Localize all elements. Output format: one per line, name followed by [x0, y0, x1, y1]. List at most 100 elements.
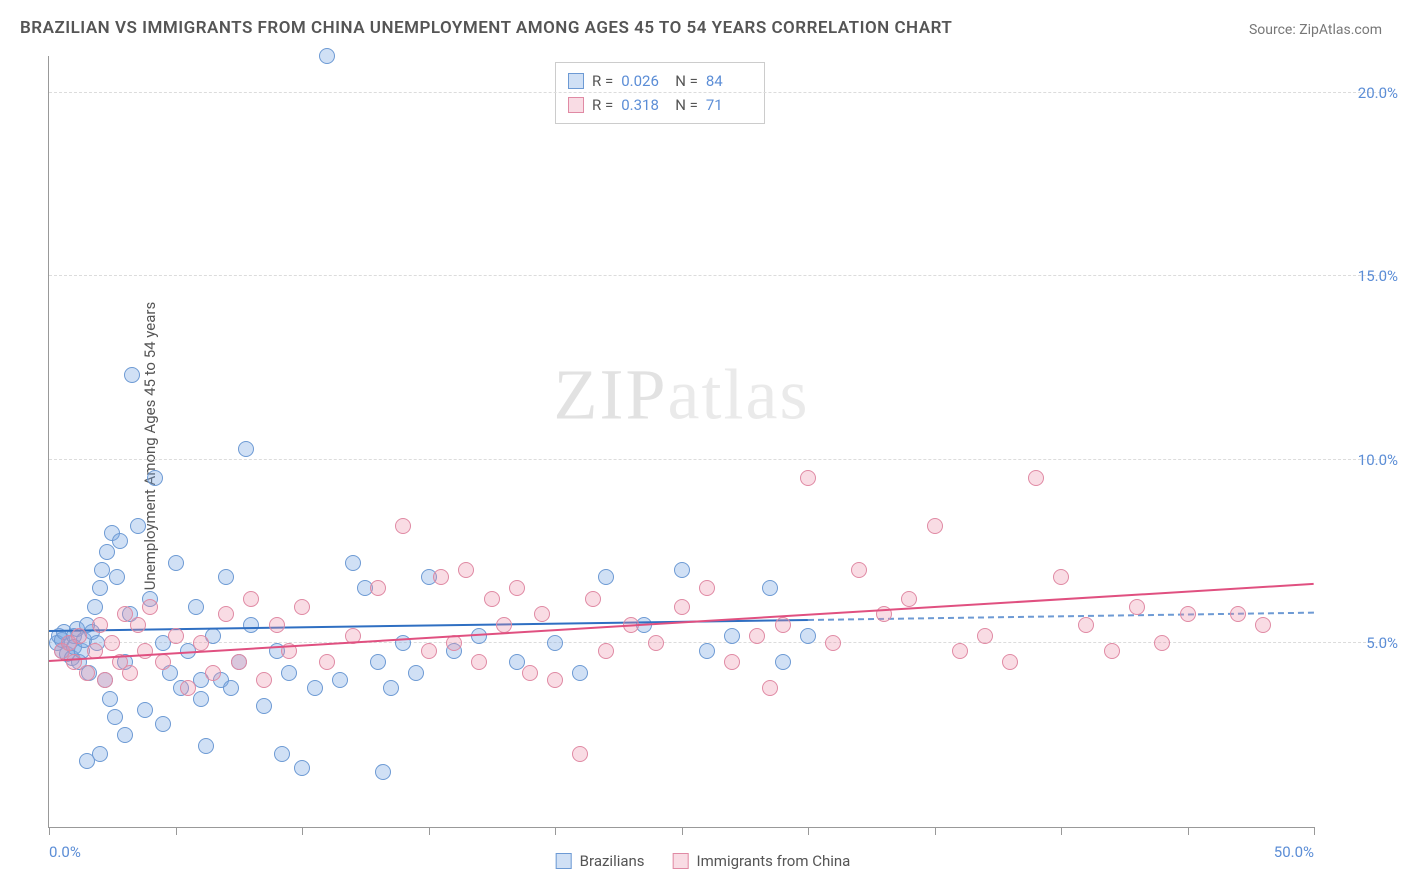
data-point: [193, 691, 209, 707]
data-point: [79, 665, 95, 681]
data-point: [122, 665, 138, 681]
data-point: [775, 654, 791, 670]
x-tick: [49, 827, 50, 835]
data-point: [137, 702, 153, 718]
data-point: [198, 738, 214, 754]
data-point: [243, 591, 259, 607]
data-point: [256, 672, 272, 688]
x-tick: [682, 827, 683, 835]
data-point: [724, 654, 740, 670]
data-point: [168, 555, 184, 571]
data-point: [749, 628, 765, 644]
r-label: R =: [592, 69, 613, 93]
data-point: [1002, 654, 1018, 670]
data-point: [274, 746, 290, 762]
data-point: [294, 760, 310, 776]
data-point: [155, 716, 171, 732]
data-point: [1230, 606, 1246, 622]
data-point: [124, 367, 140, 383]
data-point: [762, 680, 778, 696]
data-point: [130, 617, 146, 633]
data-point: [724, 628, 740, 644]
stats-row-brazilians: R = 0.026 N = 84: [568, 69, 752, 93]
data-point: [94, 562, 110, 578]
data-point: [104, 635, 120, 651]
legend-item-brazilians: Brazilians: [556, 852, 645, 870]
data-point: [699, 580, 715, 596]
data-point: [168, 628, 184, 644]
data-point: [572, 665, 588, 681]
data-point: [109, 569, 125, 585]
swatch-icon: [568, 73, 584, 89]
data-point: [383, 680, 399, 696]
watermark: ZIPatlas: [554, 354, 810, 437]
x-tick: [1314, 827, 1315, 835]
data-point: [375, 764, 391, 780]
y-tick-label: 5.0%: [1366, 634, 1398, 652]
data-point: [952, 643, 968, 659]
data-point: [496, 617, 512, 633]
gridline: [49, 92, 1386, 93]
data-point: [648, 635, 664, 651]
data-point: [112, 533, 128, 549]
y-tick-label: 10.0%: [1358, 451, 1398, 469]
data-point: [97, 672, 113, 688]
data-point: [825, 635, 841, 651]
data-point: [1028, 470, 1044, 486]
data-point: [408, 665, 424, 681]
data-point: [433, 569, 449, 585]
data-point: [1180, 606, 1196, 622]
y-tick-label: 15.0%: [1358, 267, 1398, 285]
data-point: [471, 654, 487, 670]
data-point: [307, 680, 323, 696]
data-point: [598, 569, 614, 585]
data-point: [1154, 635, 1170, 651]
data-point: [231, 654, 247, 670]
data-point: [218, 569, 234, 585]
chart-title: BRAZILIAN VS IMMIGRANTS FROM CHINA UNEMP…: [20, 18, 952, 38]
data-point: [130, 518, 146, 534]
x-tick: [1188, 827, 1189, 835]
data-point: [977, 628, 993, 644]
x-tick: [555, 827, 556, 835]
data-point: [193, 635, 209, 651]
n-label: N =: [675, 69, 698, 93]
data-point: [1255, 617, 1271, 633]
data-point: [522, 665, 538, 681]
data-point: [534, 606, 550, 622]
data-point: [92, 617, 108, 633]
data-point: [142, 599, 158, 615]
data-point: [572, 746, 588, 762]
data-point: [800, 628, 816, 644]
data-point: [370, 654, 386, 670]
data-point: [223, 680, 239, 696]
data-point: [102, 691, 118, 707]
data-point: [395, 518, 411, 534]
data-point: [87, 599, 103, 615]
data-point: [345, 555, 361, 571]
data-point: [281, 665, 297, 681]
swatch-icon: [673, 853, 689, 869]
data-point: [238, 441, 254, 457]
r-label: R =: [592, 93, 613, 117]
legend-label: Brazilians: [580, 852, 645, 870]
data-point: [332, 672, 348, 688]
scatter-plot-area: ZIPatlas R = 0.026 N = 84 R = 0.318 N = …: [48, 56, 1314, 828]
data-point: [1129, 599, 1145, 615]
legend: Brazilians Immigrants from China: [556, 852, 851, 870]
data-point: [901, 591, 917, 607]
data-point: [674, 599, 690, 615]
trend-line: [49, 583, 1314, 662]
data-point: [446, 635, 462, 651]
swatch-icon: [556, 853, 572, 869]
x-tick: [176, 827, 177, 835]
data-point: [458, 562, 474, 578]
data-point: [547, 672, 563, 688]
data-point: [1053, 569, 1069, 585]
data-point: [99, 544, 115, 560]
x-tick: [429, 827, 430, 835]
data-point: [927, 518, 943, 534]
y-tick-label: 20.0%: [1358, 84, 1398, 102]
legend-item-china: Immigrants from China: [673, 852, 851, 870]
data-point: [243, 617, 259, 633]
